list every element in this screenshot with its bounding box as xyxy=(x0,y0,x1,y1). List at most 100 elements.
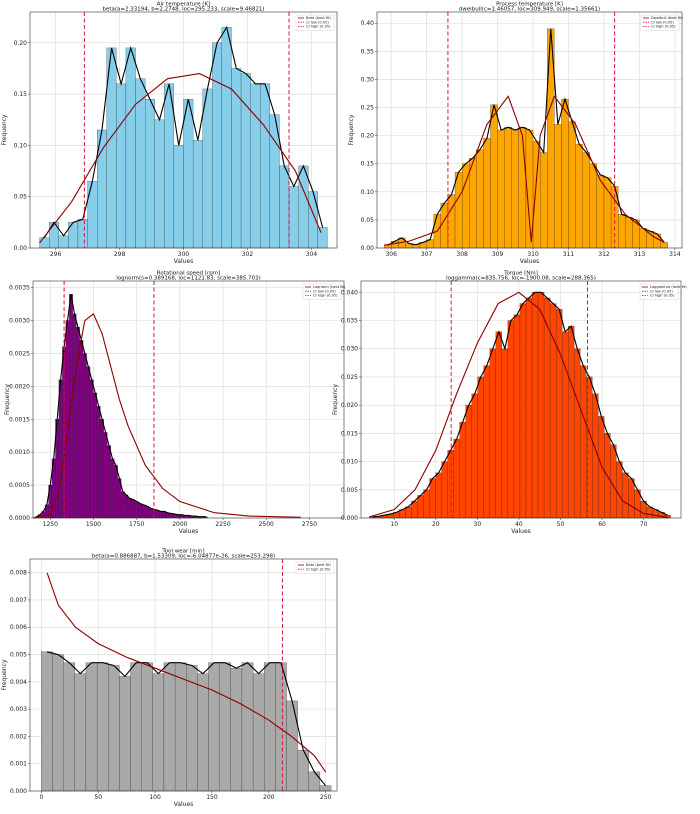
histogram-bar xyxy=(58,379,63,519)
chart-title: Tool wear [min] xyxy=(161,549,204,555)
x-tick-label: 50 xyxy=(94,794,102,801)
histogram-bar xyxy=(471,393,478,519)
histogram-bar xyxy=(317,227,328,249)
legend-label: CI low (0.05) xyxy=(650,289,673,293)
histogram-bar xyxy=(660,242,668,249)
y-tick-label: 0.004 xyxy=(10,679,27,686)
y-tick-label: 0.000 xyxy=(341,515,358,522)
histogram-bar xyxy=(103,432,108,519)
density-outline xyxy=(372,291,668,518)
y-tick-label: 0.0020 xyxy=(9,383,30,390)
histogram-bar xyxy=(63,662,75,792)
histogram-bar xyxy=(519,303,527,519)
histogram-bar xyxy=(260,83,270,249)
density-outline xyxy=(43,25,324,239)
x-tick-label: 200 xyxy=(263,794,275,801)
y-tick-label: 0.20 xyxy=(14,40,28,47)
fit-curve xyxy=(369,291,669,518)
histogram-bar xyxy=(441,461,448,519)
histogram-bar xyxy=(497,129,505,249)
histogram-bar xyxy=(120,491,125,519)
x-axis-label: Values xyxy=(174,801,194,808)
y-tick-label: 0.00 xyxy=(361,245,375,252)
fit-curve xyxy=(32,313,301,519)
histogram-bar xyxy=(622,472,629,519)
histogram-bar xyxy=(230,668,243,792)
fit-curve xyxy=(46,572,327,773)
y-tick-label: 0.0035 xyxy=(9,285,30,292)
histogram-bar xyxy=(231,68,242,249)
histogram-bar xyxy=(532,141,541,249)
histogram-bar xyxy=(79,340,84,519)
y-axis-label: Frequency xyxy=(1,114,8,145)
chart-title: Process temperature [K] xyxy=(496,2,563,8)
y-tick-label: 0.006 xyxy=(10,624,27,631)
density-outline xyxy=(387,28,665,246)
y-tick-label: 0.020 xyxy=(341,402,358,409)
histogram-bar xyxy=(173,145,184,249)
histogram-bar xyxy=(138,503,142,519)
histogram-bar xyxy=(116,83,127,249)
legend: Dweibull (best fit)CI low (0.05)CI high … xyxy=(640,14,684,31)
x-tick-label: 311 xyxy=(563,251,575,258)
chart-subtitle: dweibull(c=1.46057, loc=309.949, scale=1… xyxy=(459,7,600,13)
histogram-bar xyxy=(135,78,146,249)
legend: Beta (best fit)CI low (0.05)CI high (0.9… xyxy=(295,14,335,31)
legend-label: Loggamma (best fit) xyxy=(650,285,687,289)
chart-title: Air temperature [K] xyxy=(157,2,211,8)
y-tick-label: 0.007 xyxy=(10,597,27,604)
histogram-bar xyxy=(490,104,498,249)
histogram-bar xyxy=(513,314,521,519)
legend-label: Beta (best fit) xyxy=(306,563,331,567)
histogram-bar xyxy=(110,458,115,519)
histogram-bar xyxy=(625,216,633,249)
legend: Beta (best fit)CI high (0.95) xyxy=(295,561,335,574)
histogram-bar xyxy=(96,405,101,519)
histogram-bar xyxy=(119,676,131,792)
x-tick-label: 1500 xyxy=(86,521,101,528)
histogram-bar xyxy=(518,127,527,249)
y-axis-label: Frequency xyxy=(1,659,8,690)
y-tick-label: 0.0000 xyxy=(9,515,30,522)
x-tick-label: 313 xyxy=(634,251,646,258)
y-tick-label: 0.40 xyxy=(361,20,375,27)
histogram-bar xyxy=(476,149,484,249)
x-tick-label: 296 xyxy=(50,251,62,258)
y-tick-label: 0.0010 xyxy=(9,449,30,456)
histogram-bar xyxy=(155,509,160,519)
x-tick-label: 40 xyxy=(515,521,523,528)
histogram-bar xyxy=(72,313,77,519)
x-tick-label: 314 xyxy=(669,251,681,258)
histogram-bar xyxy=(568,326,575,519)
histogram-bar xyxy=(163,662,176,792)
fit-curve xyxy=(39,72,322,244)
histogram-bar xyxy=(250,83,261,249)
y-tick-label: 0.000 xyxy=(10,788,27,795)
histogram-bar xyxy=(308,771,321,792)
histogram-bar xyxy=(405,506,412,519)
legend-label: CI high (0.95) xyxy=(650,294,675,298)
x-tick-label: 309 xyxy=(492,251,504,258)
x-tick-label: 50 xyxy=(557,521,565,528)
y-tick-label: 0.0015 xyxy=(9,416,30,423)
histogram-bar xyxy=(568,121,576,249)
x-tick-label: 150 xyxy=(206,794,218,801)
histogram-bar xyxy=(618,214,626,249)
histogram-bar xyxy=(589,163,598,249)
histogram-bar xyxy=(125,47,136,249)
histogram-bar xyxy=(417,495,424,519)
histogram-bar xyxy=(87,181,98,249)
y-tick-label: 0.0025 xyxy=(9,350,30,357)
x-tick-label: 300 xyxy=(178,251,190,258)
histogram-bar xyxy=(646,506,653,519)
histogram-bar xyxy=(435,472,442,519)
legend-label: Dweibull (best fit) xyxy=(651,16,684,20)
axes-frame xyxy=(376,11,683,249)
x-tick-label: 2750 xyxy=(302,521,317,528)
histogram-bar xyxy=(616,461,623,519)
histogram-bar xyxy=(93,392,98,519)
histogram-bar xyxy=(39,237,50,249)
histogram-bar xyxy=(447,194,456,249)
